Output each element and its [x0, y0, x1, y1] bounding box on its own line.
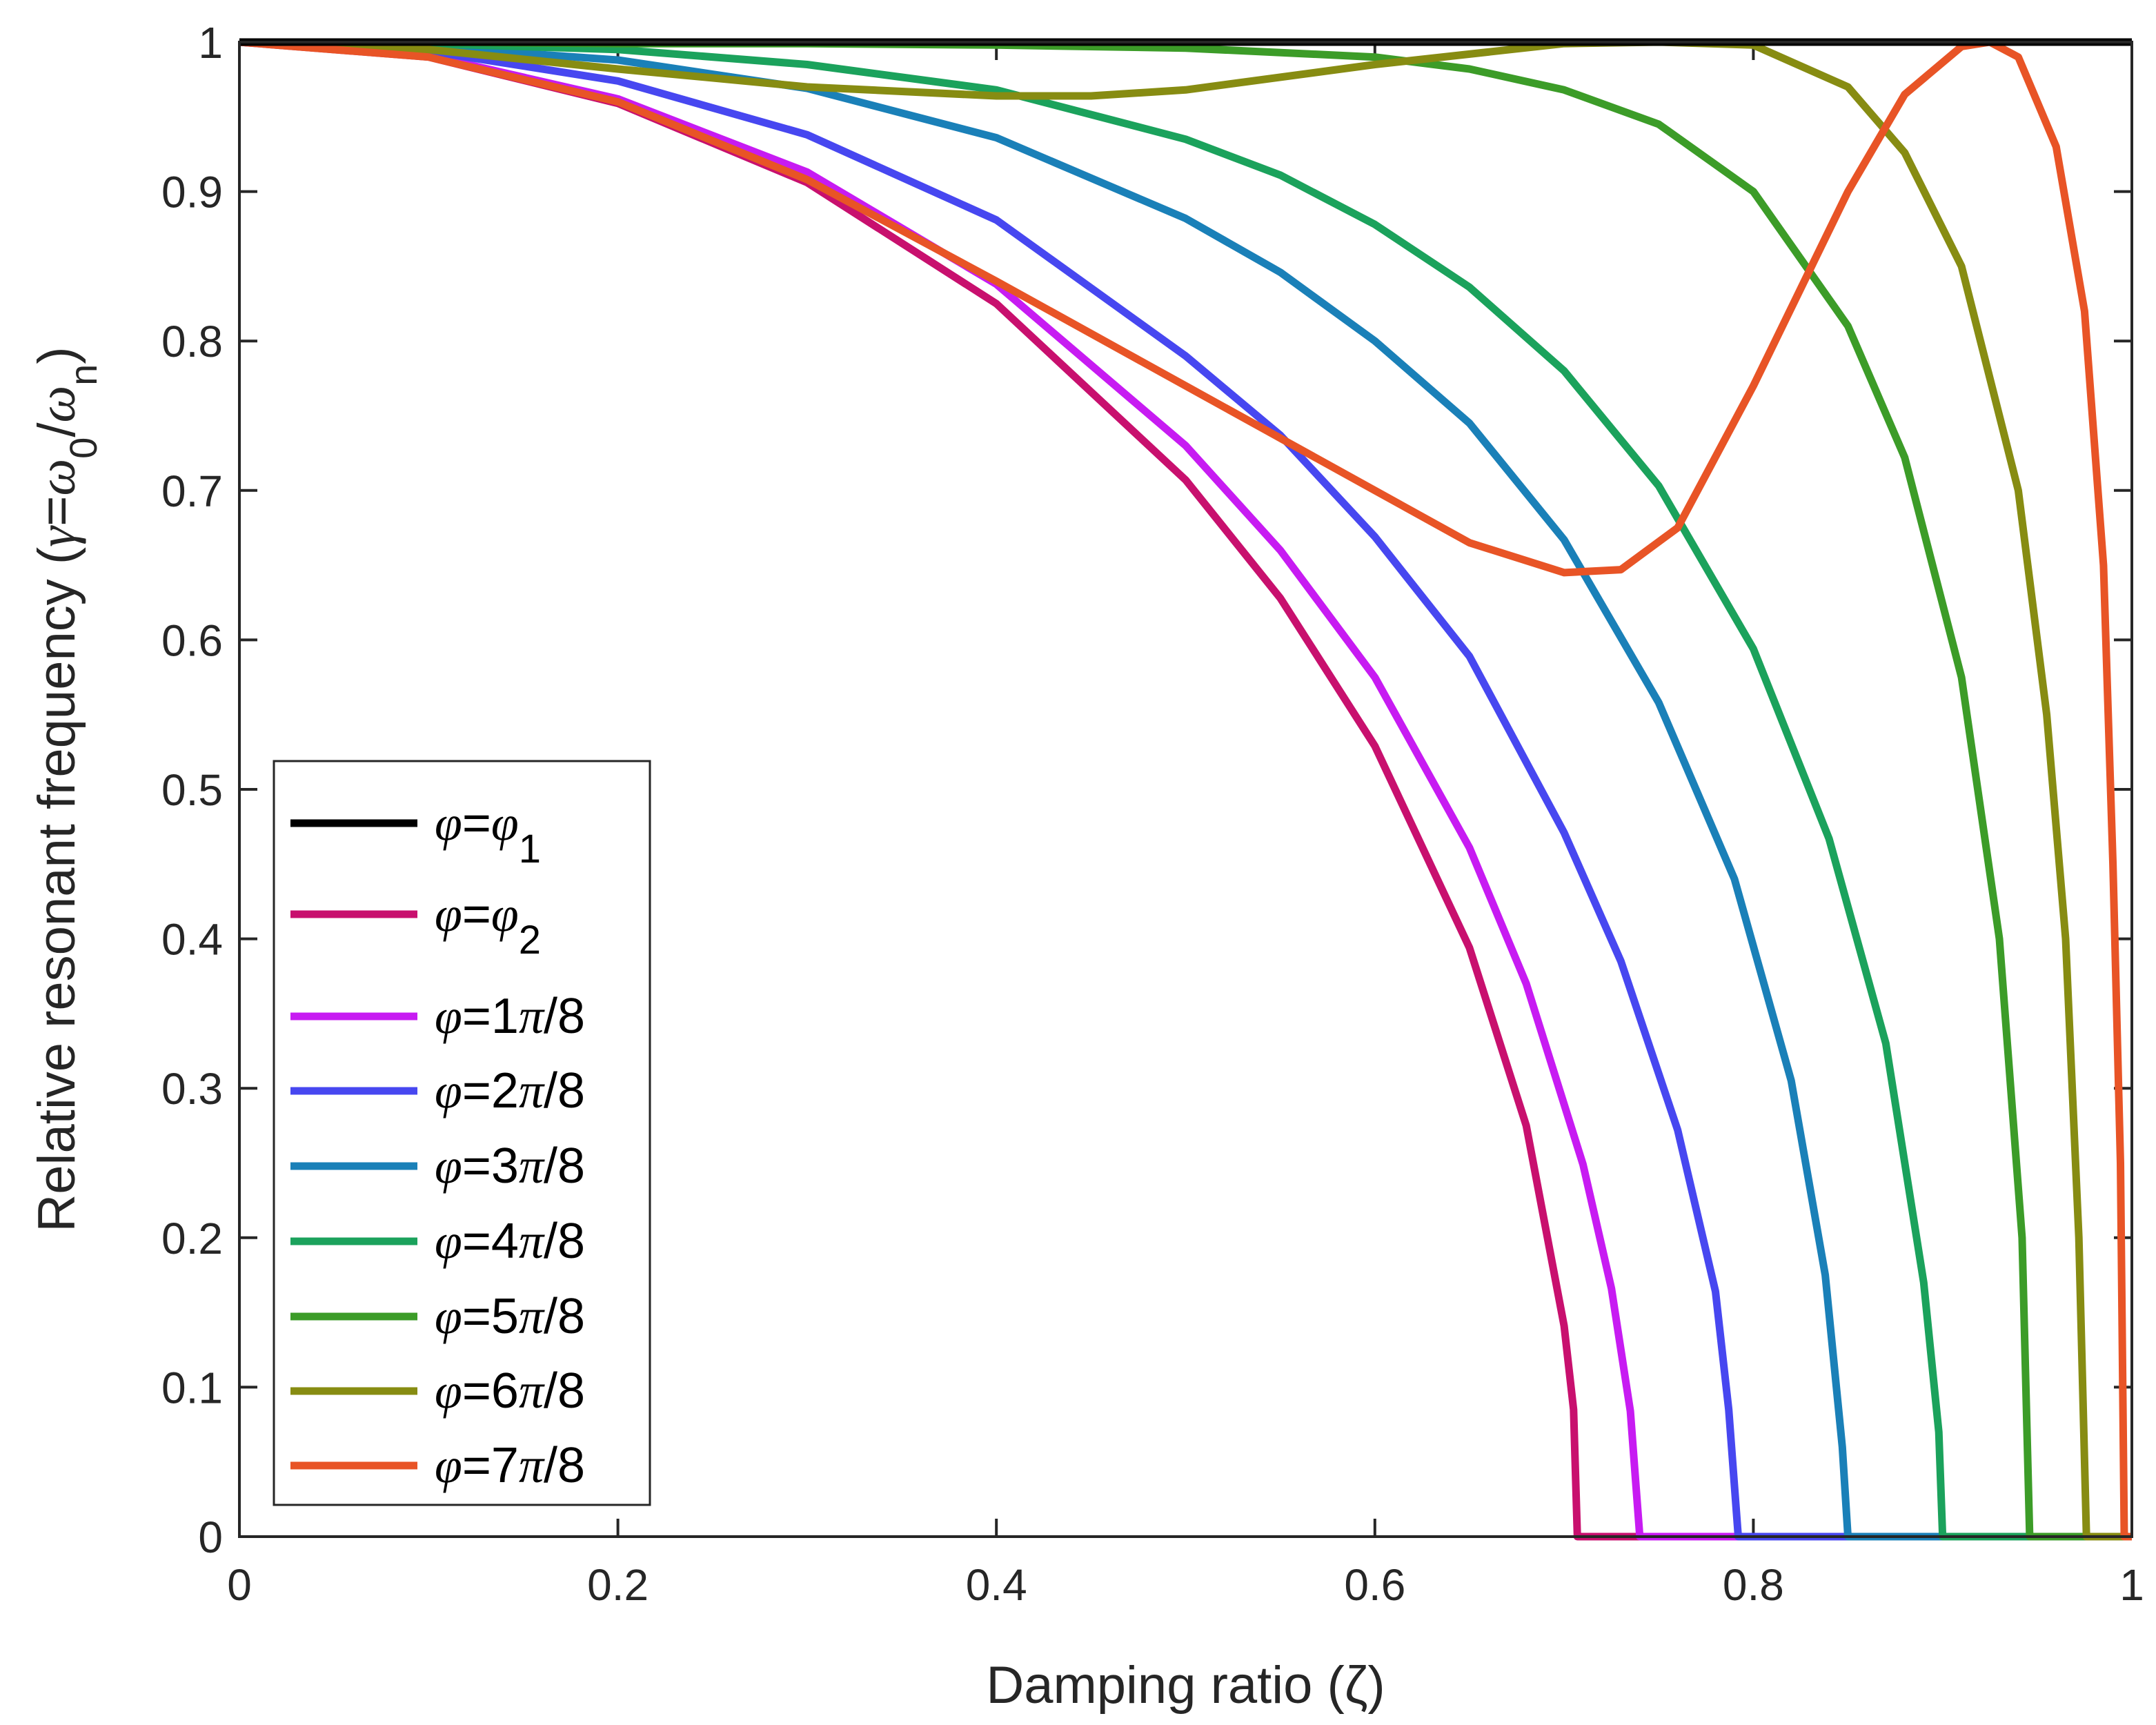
y-axis-title-sub-n: n	[61, 364, 105, 386]
y-axis-title-eq: =	[28, 496, 86, 526]
y-tick-label: 0.4	[161, 915, 223, 965]
x-axis-title: Damping ratio (ζ)	[986, 1656, 1385, 1715]
y-tick-label: 0.8	[161, 317, 223, 366]
legend-label-1: φ=φ1	[435, 796, 541, 871]
legend-label-7: φ=5π/8	[435, 1289, 585, 1344]
y-axis-title: Relative resonant frequency (γ=ω0/ωn)	[28, 346, 105, 1232]
y-tick-label: 0.9	[161, 168, 223, 217]
series-line-4	[239, 38, 2132, 1541]
legend-items: φ=φ1 φ=φ2 φ=1π/8 φ=2π/8 φ=3π/8 φ=4π/8 φ=5π/8 φ=…	[290, 796, 585, 1493]
y-tick-label: 0.6	[161, 615, 223, 665]
x-tick-label: 0	[227, 1560, 252, 1610]
x-tick-labels: 0 0.2 0.4 0.6 0.8 1	[227, 1560, 2144, 1610]
legend-label-4: φ=2π/8	[435, 1063, 585, 1118]
y-tick-label: 0.2	[161, 1214, 223, 1263]
y-axis-title-main: Relative resonant frequency (	[28, 547, 86, 1232]
series-line-3	[239, 38, 2132, 1541]
x-tick-label: 1	[2119, 1560, 2144, 1610]
x-tick-label: 0.8	[1723, 1560, 1784, 1610]
x-tick-label: 0.6	[1344, 1560, 1405, 1610]
legend: φ=φ1 φ=φ2 φ=1π/8 φ=2π/8 φ=3π/8 φ=4π/8 φ=5π/8 φ=…	[273, 760, 651, 1506]
legend-label-5: φ=3π/8	[435, 1138, 585, 1194]
legend-label-9: φ=7π/8	[435, 1438, 585, 1493]
y-tick-label: 0.7	[161, 466, 223, 516]
series-line-9	[239, 38, 2132, 1541]
y-axis-title-sub-0: 0	[61, 437, 105, 459]
x-tick-label: 0.4	[966, 1560, 1027, 1610]
y-axis-title-close: )	[28, 346, 86, 364]
y-tick-label: 0.5	[161, 765, 223, 815]
y-tick-label: 1	[198, 18, 223, 68]
legend-label-2: φ=φ2	[435, 887, 541, 963]
axes-box	[238, 41, 2133, 1538]
legend-label-8: φ=6π/8	[435, 1363, 585, 1419]
y-axis-title-omega-0: ω	[28, 459, 86, 496]
legend-label-3: φ=1π/8	[435, 989, 585, 1044]
legend-box	[273, 760, 651, 1506]
y-tick-label: 0.3	[161, 1064, 223, 1114]
y-tick-label: 0.1	[161, 1363, 223, 1412]
series-line-6	[239, 38, 2132, 1541]
y-axis-title-omega-n: ω	[28, 386, 86, 423]
x-tick-label: 0.2	[587, 1560, 649, 1610]
legend-label-6: φ=4π/8	[435, 1214, 585, 1269]
y-axis-title-gamma: γ	[28, 525, 86, 547]
y-tick-label: 0	[198, 1512, 223, 1562]
y-tick-labels: 0 0.1 0.2 0.3 0.4 0.5 0.6 0.7 0.8 0.9 1	[161, 18, 223, 1562]
y-axis-title-slash: /	[28, 422, 86, 437]
